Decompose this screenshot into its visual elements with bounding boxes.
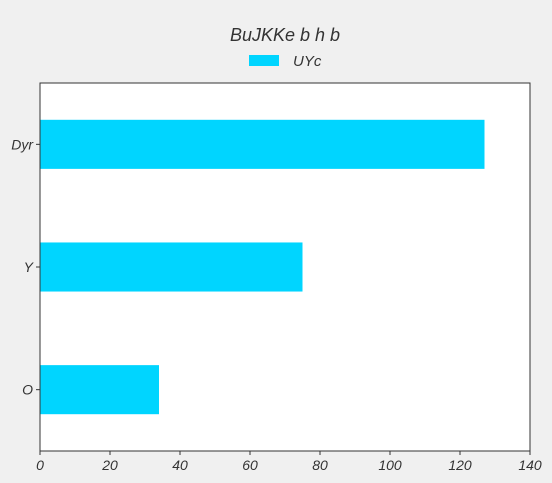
bar-o: [40, 365, 159, 415]
legend: UYc: [249, 53, 322, 70]
x-tick-label: 80: [312, 457, 328, 473]
y-tick-label: O: [22, 382, 33, 398]
bar-dyr: [40, 119, 485, 169]
x-tick-label: 20: [101, 457, 118, 473]
x-tick-label: 0: [36, 457, 44, 473]
legend-label: UYc: [293, 53, 322, 70]
chart-title: BuJKKe b h b: [230, 25, 340, 45]
x-tick-label: 120: [448, 457, 472, 473]
x-tick-label: 40: [172, 457, 188, 473]
y-axis-ticks: Dyr Y O: [11, 136, 40, 398]
bars-group: [40, 119, 485, 415]
x-tick-label: 60: [242, 457, 258, 473]
x-tick-label: 100: [378, 457, 402, 473]
x-axis-ticks: 0 20 40 60 80 100 120 140: [36, 451, 542, 473]
bar-y: [40, 242, 303, 292]
y-tick-label: Y: [24, 259, 35, 275]
y-tick-label: Dyr: [11, 136, 34, 152]
legend-swatch: [249, 55, 279, 66]
plot-frame: [39, 82, 531, 452]
x-tick-label: 140: [518, 457, 542, 473]
